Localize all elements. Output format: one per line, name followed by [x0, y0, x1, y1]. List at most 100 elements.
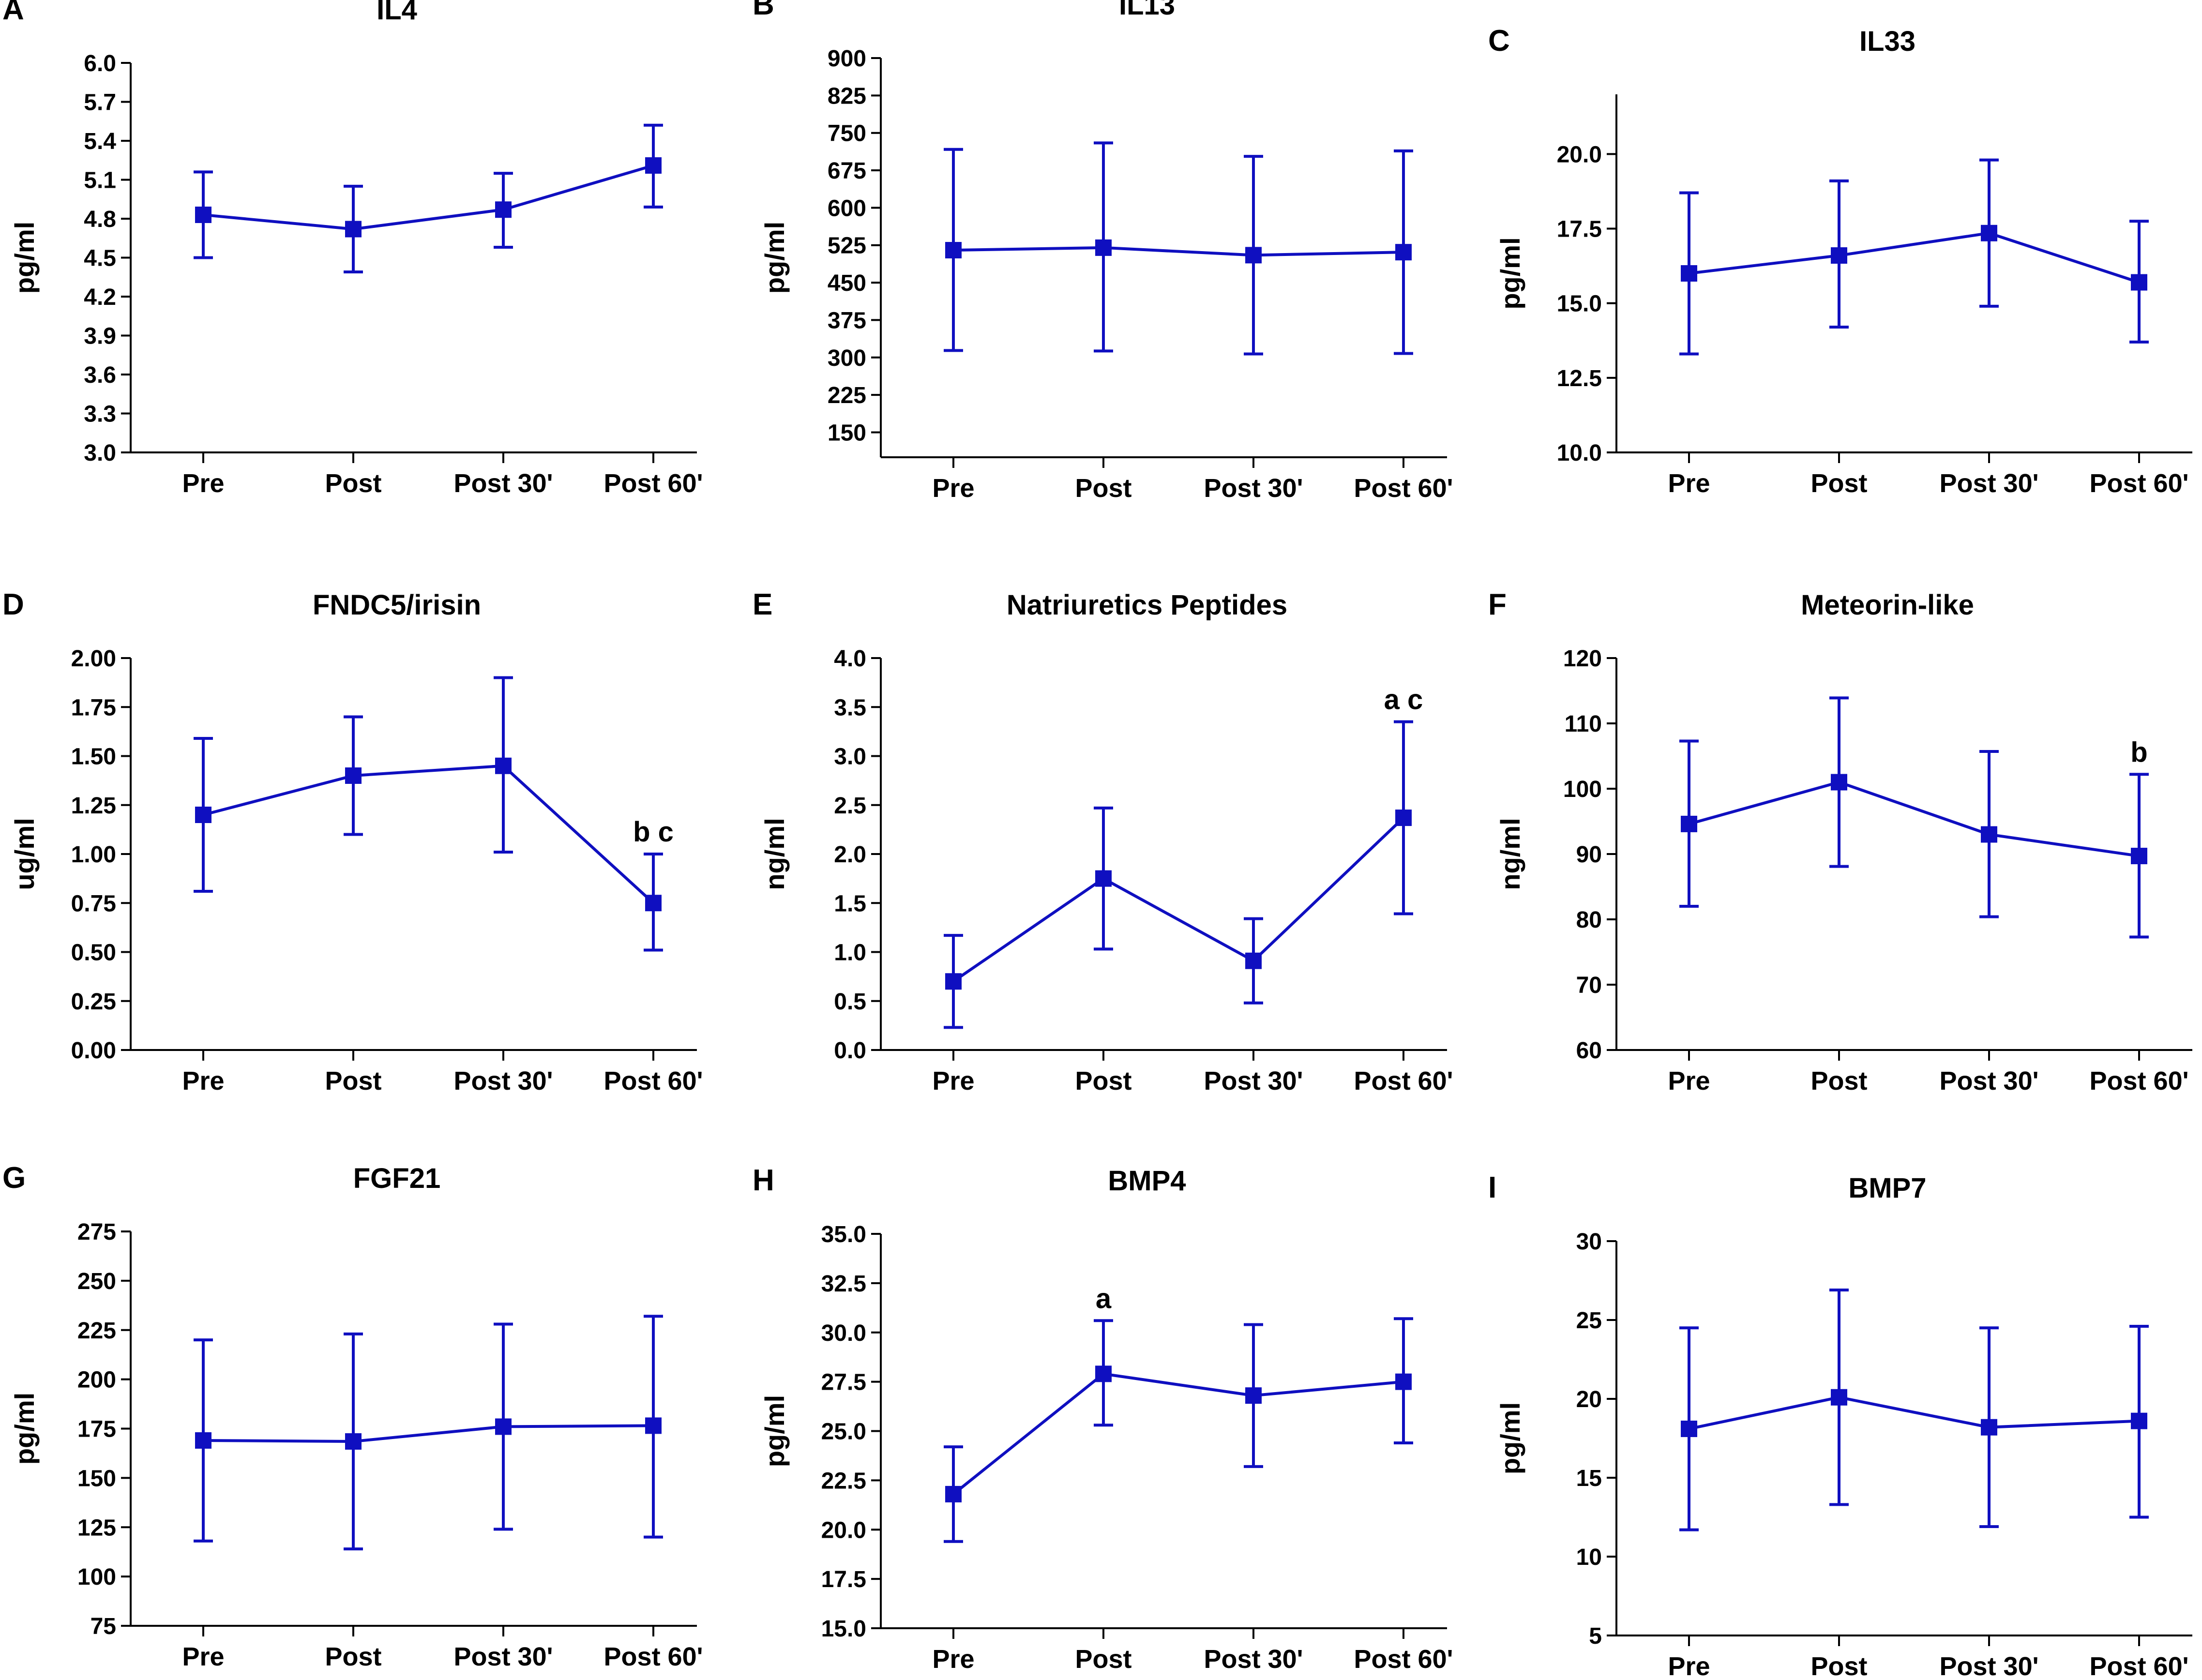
y-tick-label: 3.3 — [84, 402, 116, 427]
x-tick-label: Post — [1810, 1066, 1867, 1095]
data-point — [495, 757, 512, 774]
data-point — [345, 767, 362, 784]
data-point — [1681, 815, 1697, 832]
x-tick-label: Post — [1810, 1652, 1867, 1680]
data-point — [1831, 1389, 1847, 1406]
y-tick-label: 5.7 — [84, 90, 116, 116]
panel-b: B IL13 pg/ml 150 225 300 375 450 525 600 675 750 825… — [753, 0, 1453, 503]
data-point — [945, 242, 962, 259]
data-point — [1245, 247, 1262, 264]
y-tick-label: 100 — [1563, 777, 1602, 802]
y-axis-label: pg/ml — [759, 1395, 790, 1467]
y-tick-label: 825 — [828, 83, 866, 109]
data-point — [1981, 1419, 1997, 1436]
significance-label: a — [1096, 1283, 1112, 1314]
y-tick-label: 0.75 — [71, 891, 116, 916]
data-point — [945, 1485, 962, 1502]
y-axis-label: ng/ml — [759, 818, 790, 890]
x-tick-label: Pre — [932, 1645, 974, 1674]
x-tick-label: Post 60' — [1354, 1645, 1453, 1674]
y-tick-label: 15 — [1576, 1466, 1602, 1491]
chart-title: IL13 — [1119, 0, 1175, 21]
series-line — [203, 764, 655, 904]
data-point — [1981, 225, 1997, 241]
y-tick-label: 1.50 — [71, 744, 116, 770]
x-tick-label: Post — [325, 1066, 381, 1095]
chart-title: BMP7 — [1848, 1172, 1926, 1204]
series-line — [952, 816, 1405, 983]
data-point — [195, 807, 211, 823]
y-tick-label: 30.0 — [821, 1320, 866, 1346]
y-tick-label: 3.6 — [84, 362, 116, 388]
data-point — [1395, 1373, 1412, 1390]
x-tick-label: Post 60' — [604, 1642, 703, 1671]
data-point — [1245, 1387, 1262, 1404]
data-point — [645, 895, 662, 912]
y-tick-label: 17.5 — [821, 1567, 866, 1592]
y-tick-label: 17.5 — [1557, 217, 1602, 242]
data-point — [1245, 952, 1262, 969]
y-tick-label: 10 — [1576, 1545, 1602, 1570]
y-tick-label: 275 — [77, 1219, 116, 1245]
significance-label: b c — [633, 816, 674, 848]
panel-letter: D — [2, 588, 24, 621]
data-point — [195, 1432, 211, 1449]
x-tick-label: Pre — [182, 469, 224, 498]
x-tick-label: Post 60' — [1354, 1066, 1453, 1095]
data-point — [1831, 774, 1847, 791]
x-tick-label: Post 30' — [1940, 1066, 2039, 1095]
y-tick-label: 0.0 — [834, 1038, 866, 1064]
y-tick-label: 1.00 — [71, 842, 116, 868]
y-tick-label: 225 — [828, 383, 866, 408]
data-point — [1095, 239, 1112, 256]
x-tick-label: Pre — [932, 1066, 974, 1095]
y-tick-label: 1.25 — [71, 793, 116, 819]
x-tick-label: Post — [325, 1642, 381, 1671]
x-tick-label: Post 30' — [454, 1642, 553, 1671]
x-tick-label: Post 30' — [1204, 474, 1303, 503]
x-tick-label: Post 30' — [1204, 1645, 1303, 1674]
y-tick-label: 200 — [77, 1367, 116, 1393]
y-tick-label: 750 — [828, 121, 866, 147]
y-tick-label: 70 — [1576, 973, 1602, 998]
y-tick-label: 25.0 — [821, 1419, 866, 1445]
data-point — [2131, 1412, 2147, 1429]
y-tick-label: 1.5 — [834, 891, 866, 916]
data-point — [645, 1417, 662, 1434]
data-point — [495, 1418, 512, 1435]
y-tick-label: 25 — [1576, 1308, 1602, 1334]
x-tick-label: Post — [1075, 1066, 1131, 1095]
series-line — [203, 1424, 654, 1443]
y-tick-label: 60 — [1576, 1038, 1602, 1064]
panel-h: H BMP4 pg/ml 15.0 17.5 20.0 22.5 25.0 27.5 30.0 32… — [753, 1164, 1453, 1674]
x-tick-label: Post — [1075, 474, 1131, 503]
y-tick-label: 3.0 — [834, 744, 866, 770]
y-tick-label: 600 — [828, 195, 866, 221]
y-tick-label: 525 — [828, 233, 866, 259]
data-point — [1395, 810, 1412, 826]
significance-label: a c — [1384, 684, 1423, 716]
y-tick-label: 4.2 — [84, 285, 116, 310]
y-tick-label: 4.5 — [84, 246, 116, 271]
y-axis-label: pg/ml — [1495, 237, 1525, 309]
y-tick-label: 90 — [1576, 842, 1602, 868]
y-tick-label: 125 — [77, 1515, 116, 1541]
y-tick-label: 2.00 — [71, 646, 116, 672]
y-axis-label: pg/ml — [9, 1393, 40, 1465]
data-point — [945, 973, 962, 990]
y-tick-label: 1.75 — [71, 695, 116, 720]
y-tick-label: 450 — [828, 270, 866, 296]
y-tick-label: 675 — [828, 158, 866, 184]
y-tick-label: 250 — [77, 1269, 116, 1294]
y-tick-label: 150 — [828, 420, 866, 446]
x-tick-label: Post 60' — [2090, 1066, 2189, 1095]
y-tick-label: 35.0 — [821, 1222, 866, 1247]
y-tick-label: 1.0 — [834, 940, 866, 966]
x-tick-label: Post 60' — [604, 1066, 703, 1095]
series-line — [1689, 231, 2140, 284]
y-tick-label: 75 — [90, 1614, 116, 1639]
y-tick-label: 4.8 — [84, 207, 116, 232]
panel-letter: E — [753, 588, 772, 621]
series-line — [203, 164, 654, 231]
y-tick-label: 30 — [1576, 1229, 1602, 1255]
